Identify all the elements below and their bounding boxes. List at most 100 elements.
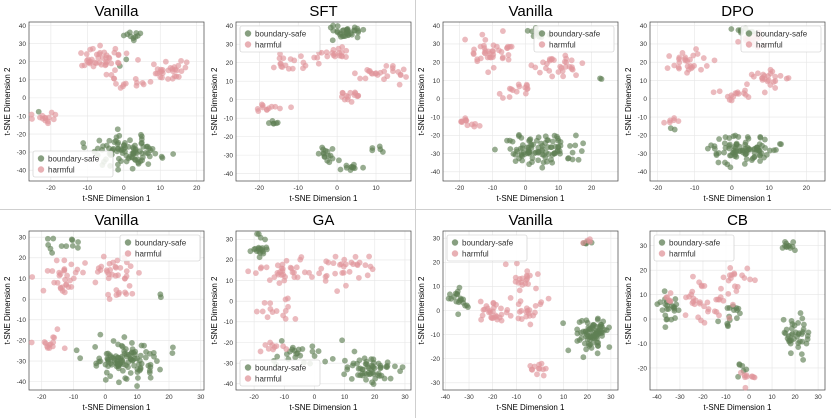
data-point [369,147,376,154]
plot-frame [28,230,205,391]
data-point [113,292,120,298]
data-point [122,80,129,87]
data-point [730,149,737,156]
legend-label: boundary-safe [48,155,100,164]
y-axis-label: t-SNE Dimension 2 [3,67,12,136]
data-point [138,342,145,349]
data-point [592,331,599,338]
data-point [77,355,84,362]
legend-marker [124,239,132,246]
data-point [726,135,733,141]
data-point [460,299,467,306]
data-point [720,274,727,281]
data-point [64,272,70,279]
data-point [126,282,133,289]
legend: boundary-safe harmful [533,25,615,53]
data-point [39,112,46,119]
data-point [403,74,409,80]
data-point [682,54,689,61]
data-point [508,86,515,93]
data-point [705,306,712,312]
data-point [259,245,266,251]
x-tick-label: 10 [768,394,776,401]
data-point [711,308,718,315]
data-point [80,269,86,276]
data-point [58,243,65,250]
data-point [101,49,108,56]
data-point [505,52,512,58]
y-tick-label: -10 [224,319,234,326]
data-point [271,344,278,351]
x-tick-label: -20 [255,185,265,192]
data-point [282,308,289,314]
data-point [799,315,806,322]
data-point [785,75,792,81]
data-point [325,153,332,159]
data-point [323,272,330,279]
chart-title: Vanilla [95,212,140,229]
data-point [667,290,674,296]
data-point [668,316,675,323]
data-point [716,312,722,319]
data-point [129,290,136,297]
data-point [322,278,329,284]
data-point [139,154,146,161]
legend-marker [745,41,753,48]
data-point [572,142,579,149]
data-point [676,54,683,61]
plot-frame [442,230,619,391]
data-point [341,371,348,378]
legend: boundary-safe harmful [239,359,321,387]
data-point [526,161,533,168]
legend-marker [37,166,45,173]
data-point [78,50,84,56]
data-point [279,64,286,70]
data-point [502,261,509,268]
data-point [339,33,346,40]
data-point [115,166,122,173]
data-point [311,353,318,359]
data-point [325,259,332,266]
chart-title: CB [727,212,748,229]
data-point [525,281,532,287]
data-point [103,267,110,274]
data-point [690,52,697,59]
chart-title: Vanilla [95,3,140,20]
data-point [329,355,336,362]
data-point [144,143,151,150]
data-point [121,348,128,355]
data-point [532,309,538,316]
data-point [277,50,283,57]
legend-label: harmful [255,41,282,50]
x-tick-label: 0 [122,185,126,192]
data-point [462,116,469,123]
data-point [354,360,360,367]
data-point [351,348,358,355]
data-point [123,273,130,280]
data-point [354,261,360,268]
data-point [67,277,73,284]
plot-frame [442,21,619,182]
data-point [540,59,546,66]
legend-marker [244,41,252,48]
data-point [257,265,264,272]
data-point [355,365,362,372]
y-tick-label: 30 [226,41,234,48]
y-tick-label: 10 [640,292,648,299]
data-point [490,48,497,55]
legend-label: boundary-safe [462,239,514,248]
legend-marker [451,250,459,257]
data-point [119,367,126,374]
y-tick-label: -10 [17,317,27,324]
data-point [535,157,542,164]
data-point [165,76,171,82]
plot-frame [28,21,205,182]
data-point [579,317,585,324]
data-point [506,94,513,100]
data-point [579,60,586,67]
data-point [675,307,682,314]
data-point [114,360,121,367]
data-point [508,43,515,50]
data-point [687,56,693,63]
data-point [178,57,184,64]
